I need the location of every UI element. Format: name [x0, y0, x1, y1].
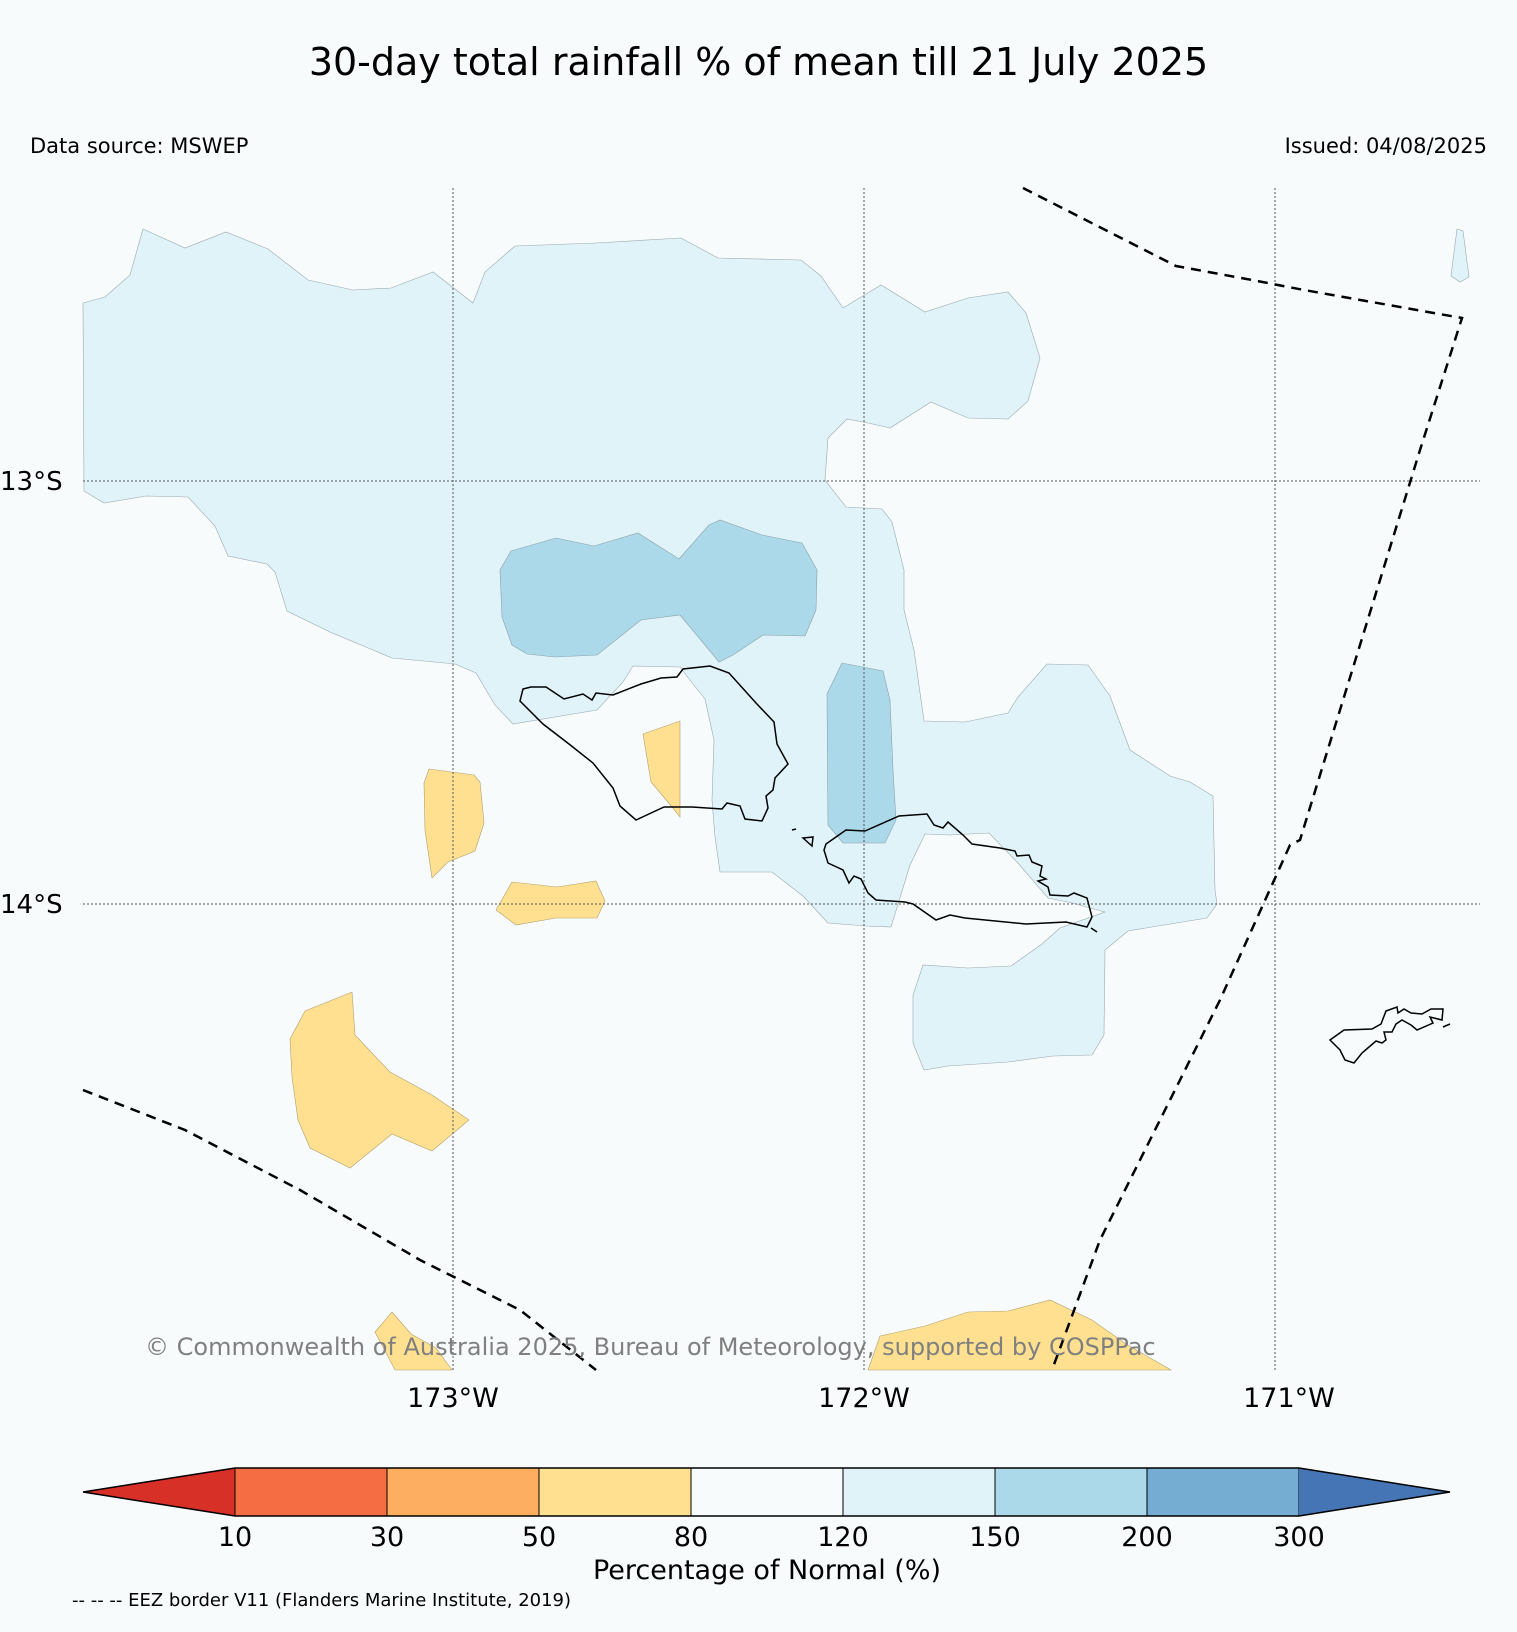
- colorbar-tick-label: 300: [1273, 1522, 1325, 1553]
- eez-border-southwest: [82, 1088, 597, 1371]
- colorbar-segment: [234, 1467, 388, 1517]
- tutuila-island-outline: [1328, 1005, 1444, 1064]
- colorbar-outline: [82, 1467, 1451, 1517]
- rainfall-area-50-80-f: [867, 1299, 1173, 1371]
- axis-labels: 13°S 14°S 173°W 172°W 171°W: [0, 467, 1335, 1414]
- islet-outline: [791, 828, 797, 831]
- rainfall-area-120-150-ne: [1450, 228, 1470, 283]
- colorbar-segment: [538, 1467, 692, 1517]
- lon-label-173W: 173°W: [407, 1383, 499, 1414]
- rainfall-fill-layer: [82, 228, 1470, 1371]
- savaii-island-outline: [519, 665, 789, 822]
- coastline-layer: [519, 665, 1451, 1064]
- colorbar-extend-high: [1299, 1468, 1450, 1516]
- eez-border-note: -- -- -- EEZ border V11 (Flanders Marine…: [72, 1590, 572, 1611]
- colorbar-tick-label: 200: [1121, 1522, 1173, 1553]
- lon-label-172W: 172°W: [818, 1383, 910, 1414]
- rainfall-area-120-150: [82, 228, 1218, 1071]
- map-title: 30-day total rainfall % of mean till 21 …: [308, 40, 1209, 84]
- colorbar-segment: [386, 1467, 540, 1517]
- colorbar-tick-label: 80: [674, 1522, 708, 1553]
- colorbar-segment: [994, 1467, 1148, 1517]
- rainfall-area-50-80-c: [495, 880, 606, 926]
- rainfall-area-150-200-central: [826, 662, 897, 844]
- rainfall-area-150-200-north: [499, 519, 818, 663]
- rainfall-area-50-80-e: [374, 1311, 453, 1371]
- rainfall-area-50-80-d: [289, 991, 470, 1169]
- rainfall-area-50-80-a: [642, 720, 681, 818]
- colorbar-tick-label: 10: [218, 1522, 252, 1553]
- colorbar-tick-label: 50: [522, 1522, 556, 1553]
- data-source-label: Data source: MSWEP: [30, 134, 249, 158]
- colorbar-segment: [1146, 1467, 1300, 1517]
- lat-label-14S: 14°S: [0, 890, 63, 920]
- manono-apolima-outline: [801, 836, 814, 848]
- colorbar-segment: [690, 1467, 844, 1517]
- colorbar: 10 30 50 80 120 150 200 300: [82, 1467, 1451, 1553]
- eez-border-layer: [82, 186, 1464, 1371]
- issued-date-label: Issued: 04/08/2025: [1284, 134, 1487, 158]
- rainfall-area-50-80-b: [423, 768, 485, 879]
- graticule: [83, 188, 1480, 1370]
- colorbar-segment: [842, 1467, 996, 1517]
- colorbar-label: Percentage of Normal (%): [593, 1555, 941, 1586]
- islet-outline-2: [1090, 927, 1098, 933]
- colorbar-extend-low: [83, 1468, 235, 1516]
- copyright-text: © Commonwealth of Australia 2025, Bureau…: [145, 1333, 1156, 1361]
- lat-label-13S: 13°S: [0, 467, 63, 497]
- lon-label-171W: 171°W: [1243, 1383, 1335, 1414]
- colorbar-tick-label: 150: [969, 1522, 1021, 1553]
- eez-border-north: [1022, 186, 1464, 1371]
- colorbar-tick-label: 120: [817, 1522, 869, 1553]
- upolu-island-outline: [823, 813, 1093, 928]
- colorbar-tick-label: 30: [370, 1522, 404, 1553]
- islet-outline-3: [1442, 1023, 1451, 1028]
